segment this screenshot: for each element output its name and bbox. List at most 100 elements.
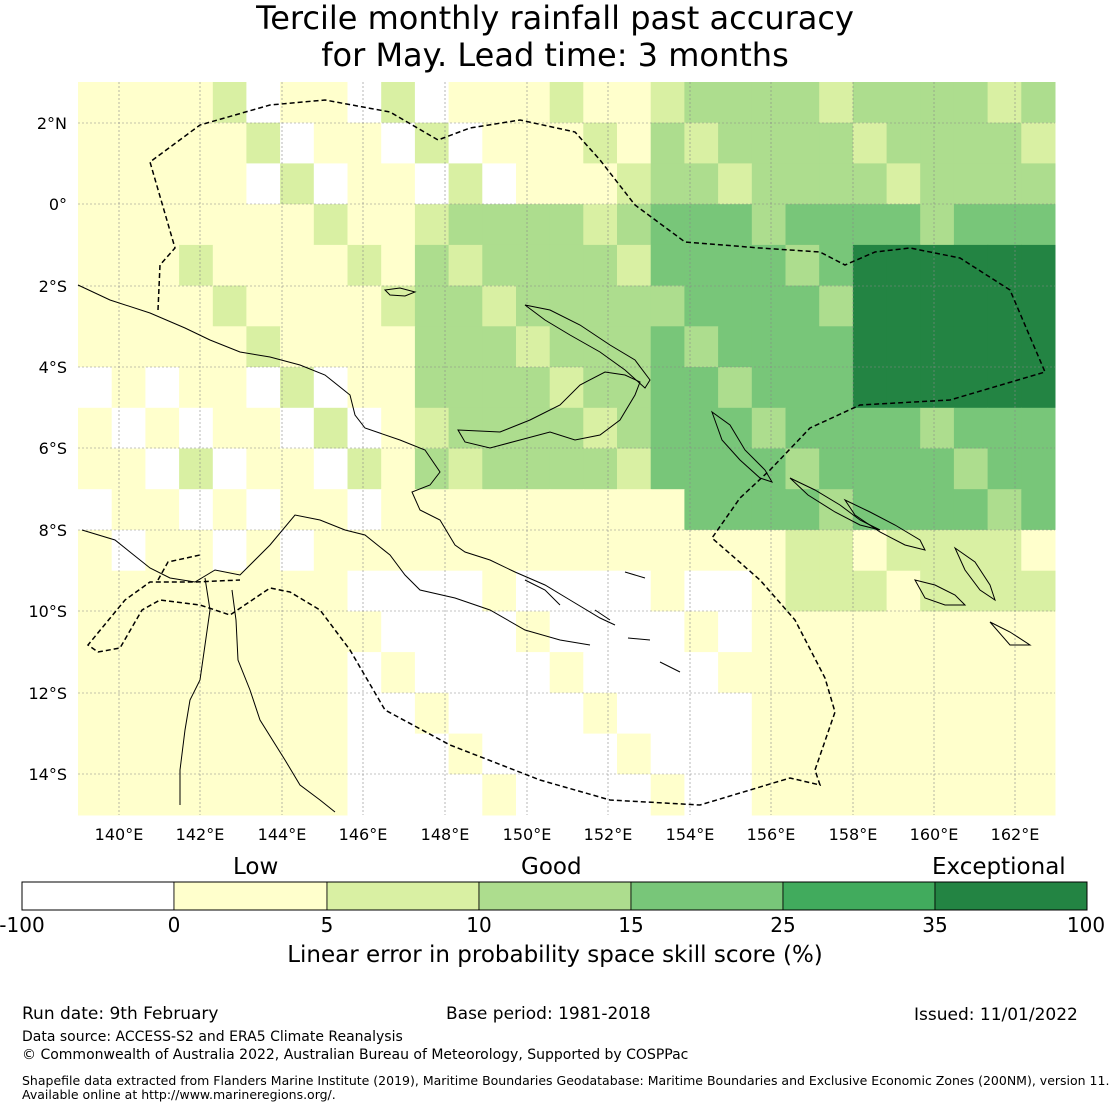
skill-cell (819, 285, 854, 327)
skill-cell (617, 204, 652, 246)
skill-cell (920, 733, 955, 775)
skill-cell (617, 326, 652, 368)
skill-cell (987, 448, 1022, 490)
axis-labels: 140°E 142°E 144°E 146°E 148°E 150°E 152°E 154°E… (28, 114, 1039, 844)
skill-cell (347, 489, 382, 531)
skill-cell (583, 244, 618, 287)
skill-cell (684, 204, 719, 246)
base-period: Base period: 1981-2018 (446, 1004, 651, 1024)
skill-cell (953, 774, 989, 816)
skill-cell (414, 285, 450, 327)
skill-cell (785, 326, 820, 368)
skill-cell (347, 285, 382, 327)
coastline-solomon-malaita (953, 546, 996, 602)
skill-cell (381, 204, 416, 246)
skill-cell (920, 244, 955, 287)
skill-cell (684, 652, 719, 694)
skill-cell (718, 82, 753, 124)
skill-cell (482, 692, 517, 734)
skill-cell (852, 285, 888, 327)
skill-cell (313, 489, 348, 531)
skill-cell (313, 733, 348, 775)
coastline-solomon-santa-isabel (843, 498, 926, 551)
skill-cell (920, 326, 955, 368)
lat-tick-label: 0° (49, 195, 67, 214)
skill-cell (381, 774, 416, 816)
skill-cell (381, 244, 416, 287)
skill-cell (785, 367, 820, 409)
chart-title-line2: for May. Lead time: 3 months (321, 36, 789, 74)
skill-cell (617, 774, 652, 816)
skill-cell (583, 733, 618, 775)
lat-tick-label: 14°S (28, 765, 67, 784)
skill-cell (617, 285, 652, 327)
colorbar-frame (21, 881, 1088, 911)
cb-tick-100: 100 (1066, 913, 1106, 937)
skill-cell (987, 774, 1022, 816)
skill-cell (852, 529, 888, 572)
skill-cell (482, 367, 517, 409)
colorbar-segment (21, 881, 175, 911)
skill-cell (684, 611, 719, 653)
skill-cell (751, 204, 786, 246)
skill-cell (111, 774, 146, 816)
skill-cell (448, 733, 483, 775)
skill-cell (111, 733, 146, 775)
skill-cell (482, 122, 517, 164)
skill-cell (953, 82, 989, 124)
skill-cell (1021, 489, 1056, 531)
skill-cell (617, 163, 652, 205)
skill-cell (111, 692, 146, 734)
maritime-boundaries (86, 99, 1047, 806)
skill-cell (617, 367, 652, 409)
skill-cell (819, 122, 854, 164)
skill-cell (1021, 122, 1056, 164)
skill-cell (78, 489, 113, 531)
skill-cell (886, 82, 921, 124)
skill-cell (246, 285, 281, 327)
skill-cell (145, 489, 180, 531)
skill-cell (482, 448, 517, 490)
skill-cell (179, 122, 214, 164)
skill-cell (145, 244, 180, 287)
skill-cell (516, 163, 551, 205)
skill-cell (718, 774, 753, 816)
skill-cell (280, 163, 315, 205)
skill-cell (718, 326, 753, 368)
skill-cell (516, 204, 551, 246)
coastline-islands-east-png (524, 571, 681, 673)
skill-cell (111, 244, 146, 287)
skill-cell (953, 692, 989, 734)
skill-cell (347, 448, 382, 490)
skill-cell (953, 448, 989, 490)
skill-cell (179, 448, 214, 490)
lat-tick-label: 4°S (39, 358, 67, 377)
skill-cell (78, 733, 113, 775)
skill-cell (246, 204, 281, 246)
skill-cell (212, 733, 247, 775)
skill-cell (718, 570, 753, 612)
skill-cell (549, 611, 584, 653)
skill-cell (212, 367, 247, 409)
skill-cell (785, 529, 820, 572)
skill-cell (650, 529, 685, 572)
skill-cell (448, 652, 483, 694)
skill-cell (280, 244, 315, 287)
skill-cell (1021, 611, 1056, 653)
skill-cell (280, 692, 315, 734)
skill-cell (111, 489, 146, 531)
skill-cell (751, 692, 786, 734)
skill-cell (280, 367, 315, 409)
skill-cell (953, 163, 989, 205)
skill-cell (953, 611, 989, 653)
skill-cell (920, 204, 955, 246)
skill-cell (347, 326, 382, 368)
skill-cell (987, 285, 1022, 327)
skill-cell (448, 204, 483, 246)
skill-cell (347, 774, 382, 816)
skill-cell (246, 570, 281, 612)
skill-cell (583, 285, 618, 327)
skill-cell (650, 448, 685, 490)
skill-cell (212, 122, 247, 164)
skill-cell (819, 448, 854, 490)
